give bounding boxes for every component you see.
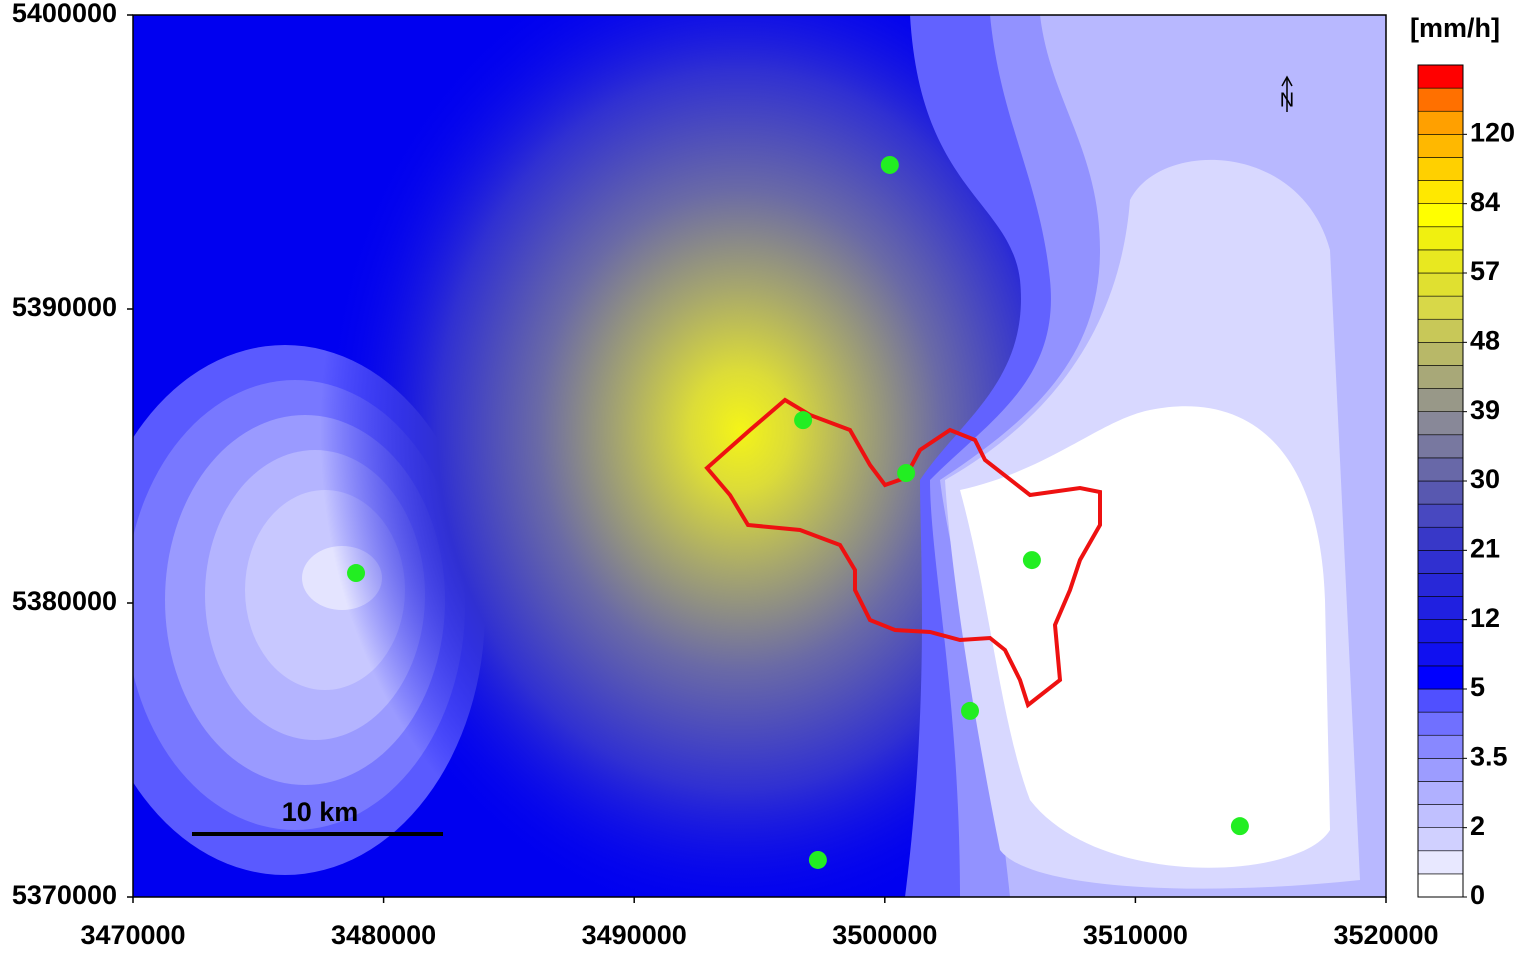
- colorbar-band: [1417, 550, 1464, 574]
- plot-frame: [132, 14, 1387, 898]
- station: [794, 411, 813, 430]
- station: [1230, 817, 1249, 836]
- colorbar-band: [1417, 619, 1464, 644]
- colorbar-band: [1417, 272, 1464, 297]
- contour: [960, 406, 1330, 868]
- colorbar-label: 5: [1470, 672, 1485, 702]
- colorbar-label: 30: [1470, 464, 1500, 494]
- y-tick-label: 5400000: [12, 0, 117, 28]
- station: [880, 155, 899, 174]
- colorbar-label: 12: [1470, 603, 1500, 633]
- colorbar-band: [1417, 596, 1464, 620]
- x-tick-label: 3470000: [80, 920, 185, 950]
- colorbar-band: [1417, 526, 1464, 551]
- y-tick-label: 5390000: [12, 292, 117, 322]
- colorbar-band: [1417, 503, 1464, 528]
- station: [1022, 551, 1041, 570]
- colorbar-label: 0: [1470, 880, 1485, 910]
- colorbar-band: [1417, 873, 1464, 898]
- colorbar-label: 3.5: [1470, 741, 1508, 771]
- colorbar-band: [1417, 249, 1464, 274]
- colorbar-label: 57: [1470, 256, 1500, 286]
- colorbar-unit: [mm/h]: [1410, 13, 1500, 43]
- colorbar-band: [1417, 827, 1464, 852]
- colorbar-band: [1417, 688, 1464, 713]
- colorbar-band: [1417, 318, 1464, 343]
- colorbar-band: [1417, 87, 1464, 112]
- colorbar-band: [1417, 203, 1464, 228]
- north-arrow-head: [1281, 75, 1293, 87]
- colorbar-label: 21: [1470, 533, 1500, 563]
- colorbar-band: [1417, 758, 1464, 782]
- colorbar-label: 2: [1470, 811, 1485, 841]
- colorbar-band: [1417, 157, 1464, 181]
- colorbar-band: [1417, 134, 1464, 158]
- colorbar-band: [1417, 411, 1464, 436]
- colorbar-band: [1417, 342, 1464, 366]
- colorbar-band: [1417, 295, 1464, 320]
- colorbar-label: 48: [1470, 325, 1500, 355]
- colorbar-band: [1417, 850, 1464, 875]
- colorbar-band: [1417, 711, 1464, 736]
- colorbar-band: [1417, 781, 1464, 805]
- station: [897, 464, 916, 483]
- colorbar-label: 120: [1470, 117, 1515, 147]
- colorbar-band: [1417, 388, 1464, 412]
- colorbar-band: [1417, 804, 1464, 828]
- x-tick-label: 3480000: [331, 920, 436, 950]
- field: [133, 15, 1386, 897]
- colorbar-band: [1417, 434, 1464, 459]
- x-tick-label: 3510000: [1083, 920, 1188, 950]
- x-tick-label: 3500000: [832, 920, 937, 950]
- colorbar-label: 39: [1470, 395, 1500, 425]
- north-label: N: [1280, 89, 1294, 111]
- station: [961, 701, 980, 720]
- colorbar-band: [1417, 64, 1464, 89]
- colorbar-label: 84: [1470, 187, 1500, 217]
- colorbar-band: [1417, 480, 1464, 505]
- colorbar-band: [1417, 457, 1464, 482]
- station: [808, 850, 827, 869]
- x-tick-label: 3520000: [1333, 920, 1438, 950]
- colorbar-band: [1417, 734, 1464, 759]
- scale-bar-label: 10 km: [282, 797, 359, 827]
- colorbar-band: [1417, 665, 1464, 690]
- catchment-boundary: [704, 397, 1102, 709]
- x-tick-label: 3490000: [582, 920, 687, 950]
- colorbar-band: [1417, 365, 1464, 389]
- y-tick-label: 5370000: [12, 880, 117, 910]
- colorbar-band: [1417, 573, 1464, 597]
- station: [347, 564, 366, 583]
- colorbar-band: [1417, 642, 1464, 667]
- colorbar-band: [1417, 180, 1464, 204]
- colorbar-band: [1417, 226, 1464, 251]
- y-tick-label: 5380000: [12, 586, 117, 616]
- colorbar-band: [1417, 110, 1464, 135]
